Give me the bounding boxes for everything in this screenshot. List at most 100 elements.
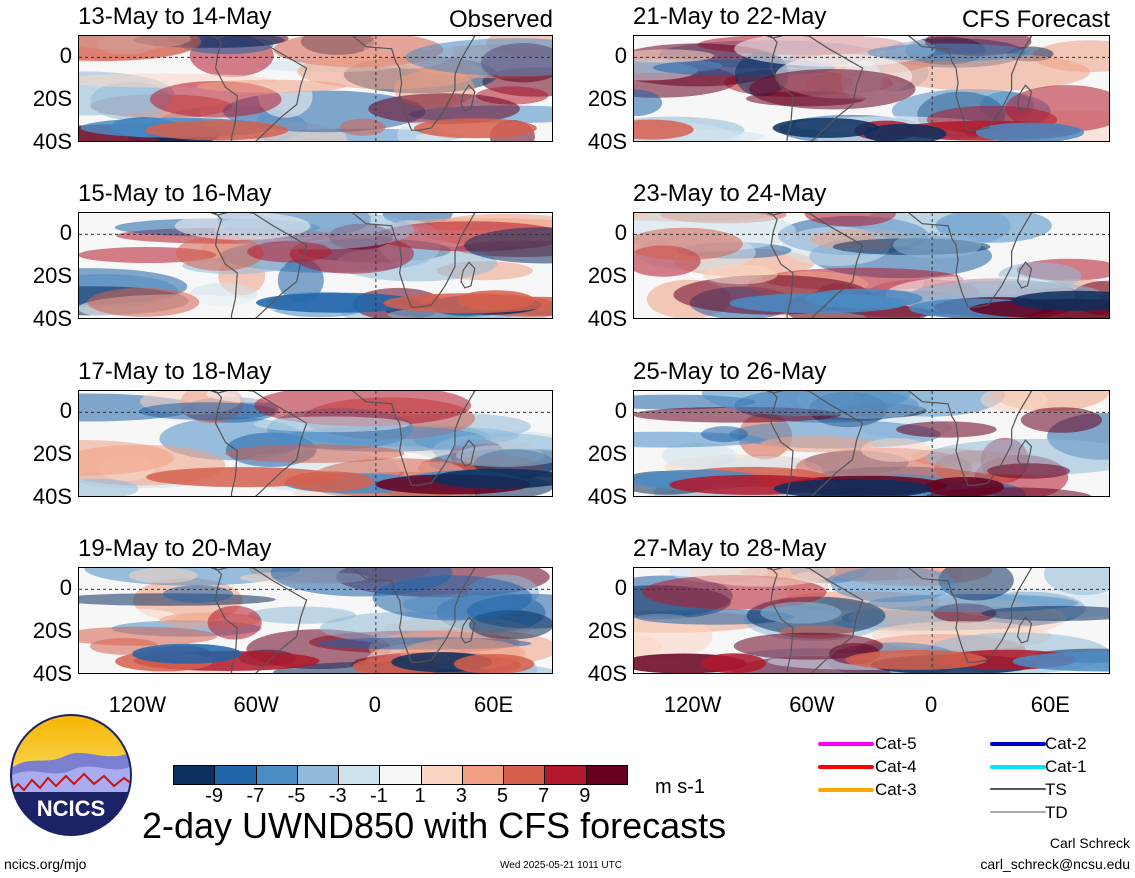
colorbar-swatch <box>214 766 256 784</box>
legend-line <box>990 742 1046 746</box>
footer-email: carl_schreck@ncsu.edu <box>980 856 1130 872</box>
madagascar-outline <box>1016 84 1033 112</box>
colorbar-label: -5 <box>287 785 306 807</box>
lat-label: 20S <box>587 86 627 112</box>
lon-label: 0 <box>925 692 938 717</box>
colorbar-label: -1 <box>370 785 388 807</box>
lat-label: 20S <box>587 618 627 644</box>
africa-outline <box>351 391 476 486</box>
lat-label: 40S <box>32 306 72 331</box>
colorbar-swatch <box>296 766 339 784</box>
south-america-outline <box>770 213 864 318</box>
lat-label: 0 <box>614 220 627 246</box>
colorbar-swatch <box>338 766 380 784</box>
map-panel <box>78 567 553 674</box>
panel-title: 23-May to 24-May <box>633 180 827 207</box>
wind-field <box>634 213 1109 318</box>
south-america-outline <box>770 36 864 141</box>
colorbar-swatch <box>585 766 627 784</box>
colorbar-swatch <box>461 766 504 784</box>
colorbar-label: 5 <box>496 785 509 807</box>
map-panel <box>633 567 1110 674</box>
lat-label: 20S <box>32 86 72 112</box>
panel-title: 27-May to 28-May <box>633 535 827 562</box>
colorbar-label: 9 <box>579 785 591 807</box>
lat-label: 0 <box>614 398 627 424</box>
wind-field <box>79 568 552 673</box>
lat-label: 0 <box>59 43 72 69</box>
legend-label: TD <box>1045 803 1068 822</box>
africa-outline <box>351 36 476 131</box>
panel-title: 15-May to 16-May <box>78 180 272 207</box>
panel-title: 17-May to 18-May <box>78 358 272 385</box>
colorbar-swatch <box>503 766 545 784</box>
legend-label: TS <box>1045 780 1067 799</box>
lon-label: 60W <box>789 692 835 717</box>
wind-field <box>634 36 1109 141</box>
panel-tag: Observed <box>448 6 553 33</box>
lon-label: 60W <box>233 692 279 717</box>
ncics-logo-graphic: NCICS <box>10 714 132 836</box>
map-panel <box>633 212 1110 319</box>
panel-title: 21-May to 22-May <box>633 3 827 30</box>
lat-label: 40S <box>32 129 72 154</box>
lat-label: 20S <box>32 618 72 644</box>
madagascar-outline <box>460 616 476 644</box>
lat-label: 0 <box>59 398 72 424</box>
lat-label: 0 <box>614 43 627 69</box>
wind-field <box>634 391 1109 496</box>
legend-line <box>818 765 874 769</box>
panel-title: 19-May to 20-May <box>78 535 272 562</box>
madagascar-outline <box>1016 261 1033 289</box>
colorbar-label: -3 <box>328 785 347 807</box>
colorbar-label: -9 <box>205 785 224 807</box>
panel-title: 13-May to 14-May <box>78 3 272 30</box>
panel-tag: CFS Forecast <box>961 6 1110 33</box>
africa-outline <box>351 568 476 663</box>
legend-label: Cat-4 <box>875 757 917 776</box>
footer-url: ncics.org/mjo <box>4 856 87 872</box>
lon-label: 0 <box>368 692 381 717</box>
map-panel <box>633 35 1110 142</box>
africa-outline <box>907 36 1033 131</box>
lat-label: 0 <box>59 220 72 246</box>
lat-label: 20S <box>32 263 72 289</box>
lat-label: 0 <box>59 575 72 601</box>
logo-text: NCICS <box>37 796 105 821</box>
colorbar-swatch <box>544 766 586 784</box>
lon-label: 120W <box>663 692 722 717</box>
map-panel <box>78 212 553 319</box>
africa-outline <box>907 391 1033 486</box>
legend-label: Cat-2 <box>1045 734 1087 753</box>
south-america-outline <box>214 213 308 318</box>
colorbar-label: 7 <box>538 785 550 807</box>
lat-label: 40S <box>32 661 72 686</box>
colorbar-units: m s-1 <box>655 776 705 798</box>
colorbar-label: 1 <box>414 785 426 807</box>
footer-timestamp: Wed 2025-05-21 1011 UTC <box>500 860 622 871</box>
south-america-outline <box>770 568 864 673</box>
lon-label: 60E <box>474 692 514 717</box>
africa-outline <box>907 568 1033 663</box>
legend-label: Cat-5 <box>875 734 917 753</box>
map-panel <box>78 390 553 497</box>
lat-label: 40S <box>32 484 72 509</box>
south-america-outline <box>214 391 308 496</box>
colorbar-swatch <box>379 766 421 784</box>
wind-field <box>79 213 552 318</box>
colorbar-label: -7 <box>246 785 265 807</box>
madagascar-outline <box>1016 439 1033 467</box>
wind-field <box>634 568 1109 673</box>
lat-label: 40S <box>587 484 627 509</box>
colorbar-swatch <box>255 766 297 784</box>
footer-author: Carl Schreck <box>1049 835 1130 851</box>
wind-field <box>79 391 552 496</box>
main-title: 2-day UWND850 with CFS forecasts <box>142 805 727 846</box>
legend-line <box>818 742 874 746</box>
lat-label: 40S <box>587 661 627 686</box>
madagascar-outline <box>460 439 476 467</box>
colorbar-swatch <box>174 766 215 784</box>
africa-outline <box>907 213 1033 308</box>
legend-line <box>990 811 1046 813</box>
ncics-logo: NCICS <box>10 714 132 836</box>
